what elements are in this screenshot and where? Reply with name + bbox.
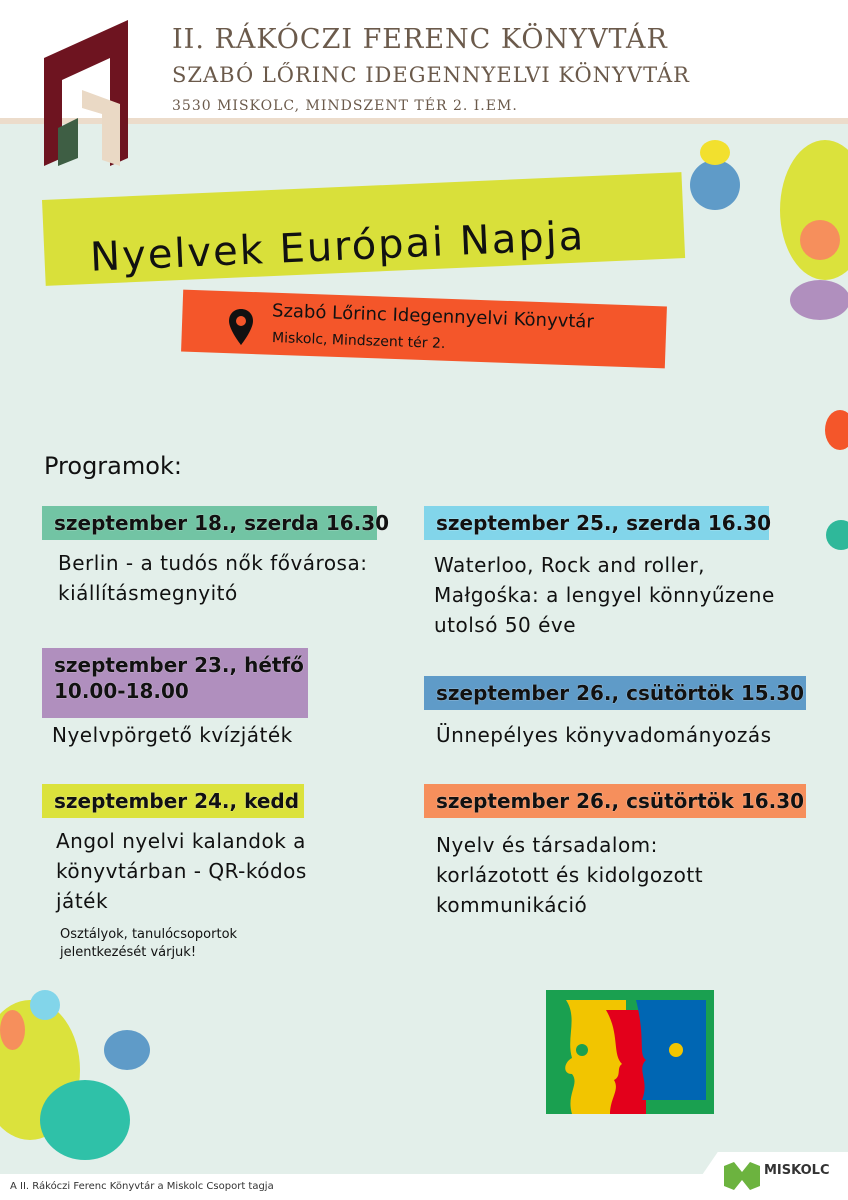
library-name: II. RÁKÓCZI FERENC KÖNYVTÁR (172, 24, 668, 55)
program-description: Berlin - a tudós nők fővárosa: kiállításm… (58, 551, 368, 605)
library-logo (44, 20, 128, 166)
program-description: Nyelvpörgető kvízjáték (52, 723, 293, 747)
footer-text: A II. Rákóczi Ferenc Könyvtár a Miskolc … (10, 1181, 274, 1192)
program-description: Angol nyelvi kalandok a könyvtárban - QR-… (56, 829, 307, 913)
european-day-of-languages-logo (546, 990, 714, 1114)
program-date: szeptember 25., szerda 16.30 (424, 506, 771, 540)
library-subname: SZABÓ LŐRINC IDEGENNYELVI KÖNYVTÁR (172, 63, 690, 87)
program-description: Nyelv és társadalom: korlázotott és kidol… (436, 833, 704, 917)
map-pin-icon (229, 309, 253, 345)
program-date: szeptember 24., kedd (42, 784, 304, 818)
miskolc-logo-icon (724, 1162, 760, 1190)
program-date: szeptember 18., szerda 16.30 (42, 506, 389, 540)
program-description: Waterloo, Rock and roller, Małgośka: a le… (434, 553, 775, 637)
program-note: Osztályok, tanulócsoportok jelentkezését … (60, 927, 238, 960)
header (0, 0, 848, 124)
program-date: szeptember 26., csütörtök 15.30 (424, 676, 806, 710)
footer (0, 1174, 848, 1200)
library-address: 3530 MISKOLC, MINDSZENT TÉR 2. I.EM. (172, 98, 518, 114)
programs-heading: Programok: (44, 452, 182, 480)
program-date: szeptember 23., hétfő 10.00-18.00 (42, 648, 308, 718)
miskolc-brand: MISKOLC (764, 1163, 830, 1178)
program-date: szeptember 26., csütörtök 16.30 (424, 784, 806, 818)
program-description: Ünnepélyes könyvadományozás (436, 723, 772, 747)
